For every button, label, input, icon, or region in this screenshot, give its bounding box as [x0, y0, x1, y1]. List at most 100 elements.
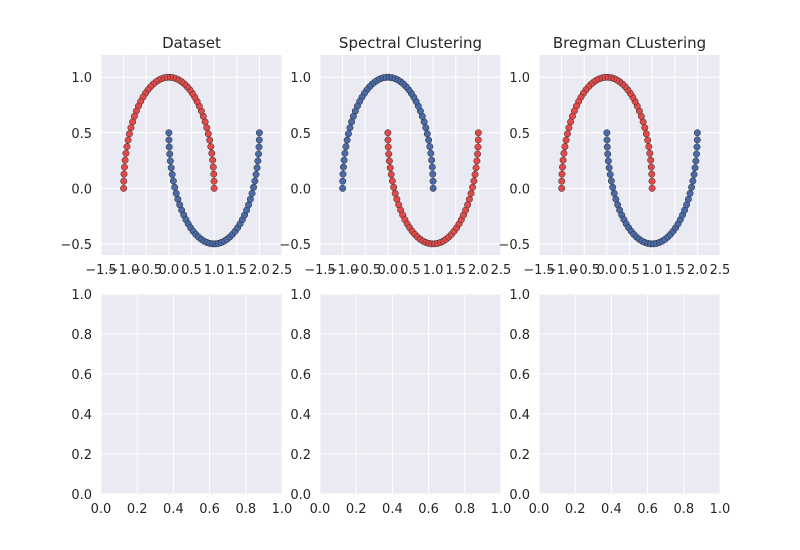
x-tick-label: 0.4	[163, 502, 184, 517]
data-point	[169, 177, 177, 185]
data-point	[387, 171, 395, 178]
data-point	[429, 184, 437, 192]
data-point	[252, 171, 260, 178]
data-point	[209, 163, 217, 171]
x-tick-label: 1.5	[445, 263, 466, 278]
y-tick-label: 0.0	[509, 488, 530, 503]
data-point	[686, 189, 694, 197]
x-tick-label: −1.0	[108, 263, 140, 278]
y-tick-label: 0.2	[71, 448, 92, 463]
data-point	[470, 177, 478, 185]
subplot-6: 0.0 0.2 0.4 0.6 0.8 1.0 0.0 0.2 0.4 0.6 0.8 1.0	[509, 288, 730, 517]
data-point	[391, 189, 399, 197]
data-point	[693, 143, 701, 151]
data-point	[343, 136, 351, 144]
x-tick-label: 0.0	[91, 502, 112, 517]
x-tick-label: 0.6	[637, 502, 658, 517]
data-point	[210, 177, 218, 185]
y-tick-label: −0.5	[498, 238, 530, 253]
data-point	[607, 177, 615, 185]
x-tick-label: 2.5	[272, 263, 293, 278]
data-point	[167, 164, 175, 172]
data-point	[255, 129, 263, 137]
data-point	[210, 170, 218, 178]
data-point	[428, 156, 436, 164]
data-point	[642, 130, 650, 138]
plot-area	[320, 294, 501, 494]
y-tick-label: 0.0	[290, 182, 311, 197]
x-tick-label: 0.0	[529, 502, 550, 517]
x-tick-label: 0.5	[619, 263, 640, 278]
subplot-title: Bregman CLustering	[553, 34, 706, 52]
x-tick-label: 0.6	[199, 502, 220, 517]
y-tick-label: 0.5	[71, 127, 92, 142]
data-point	[248, 189, 256, 197]
data-point	[691, 164, 699, 172]
y-tick-label: 0.0	[509, 182, 530, 197]
data-point	[558, 170, 566, 178]
data-point	[385, 157, 393, 165]
y-tick-label: 1.0	[71, 288, 92, 303]
data-point	[465, 195, 473, 203]
data-point	[426, 143, 434, 151]
y-tick-label: 0.2	[509, 448, 530, 463]
data-point	[123, 143, 131, 151]
series-1	[120, 73, 218, 192]
subplot-1: −1.5−1.0−0.50.0 0.5 1.0 1.5 2.0 2.5−0.50.00.5…	[60, 34, 292, 278]
x-tick-label: 1.5	[226, 263, 247, 278]
data-point	[422, 124, 430, 132]
data-point	[384, 143, 392, 151]
data-point	[689, 177, 697, 185]
y-tick-label: 0.8	[71, 328, 92, 343]
data-point	[428, 163, 436, 171]
data-point	[472, 164, 480, 172]
y-tick-label: 0.8	[290, 328, 311, 343]
x-tick-label: 0.2	[127, 502, 148, 517]
data-point	[121, 156, 129, 164]
data-point	[388, 177, 396, 185]
data-point	[203, 124, 211, 132]
data-point	[384, 136, 392, 144]
x-tick-label: 1.5	[664, 263, 685, 278]
data-point	[390, 183, 398, 191]
y-tick-label: 0.2	[290, 448, 311, 463]
data-point	[646, 149, 654, 157]
y-tick-label: −0.5	[60, 238, 92, 253]
data-point	[120, 177, 128, 185]
data-point	[561, 143, 569, 151]
x-tick-label: 0.0	[159, 263, 180, 278]
series-1	[558, 73, 656, 192]
data-point	[125, 130, 133, 138]
data-point	[692, 157, 700, 165]
data-point	[469, 183, 477, 191]
data-point	[122, 149, 130, 157]
data-point	[348, 118, 356, 126]
data-point	[644, 136, 652, 144]
data-point	[385, 150, 393, 158]
data-point	[165, 136, 173, 144]
data-point	[427, 149, 435, 157]
x-tick-label: 1.0	[491, 502, 512, 517]
data-point	[609, 183, 617, 191]
data-point	[474, 150, 481, 158]
data-point	[339, 184, 347, 192]
data-point	[384, 129, 392, 137]
data-point	[693, 129, 701, 137]
y-tick-label: 1.0	[290, 71, 311, 86]
x-tick-label: 2.0	[687, 263, 708, 278]
x-tick-label: 2.5	[710, 263, 731, 278]
data-point	[166, 157, 174, 165]
y-tick-label: 0.4	[509, 408, 530, 423]
series-1	[339, 73, 437, 192]
data-point	[250, 183, 258, 191]
data-point	[648, 170, 656, 178]
x-tick-label: −1.5	[85, 263, 117, 278]
data-point	[641, 124, 649, 132]
y-tick-label: 0.0	[290, 488, 311, 503]
series-2	[384, 129, 482, 248]
data-point	[210, 184, 218, 192]
x-tick-label: 0.0	[597, 263, 618, 278]
data-point	[603, 143, 611, 151]
x-tick-label: 0.6	[418, 502, 439, 517]
x-tick-label: −1.0	[546, 263, 578, 278]
